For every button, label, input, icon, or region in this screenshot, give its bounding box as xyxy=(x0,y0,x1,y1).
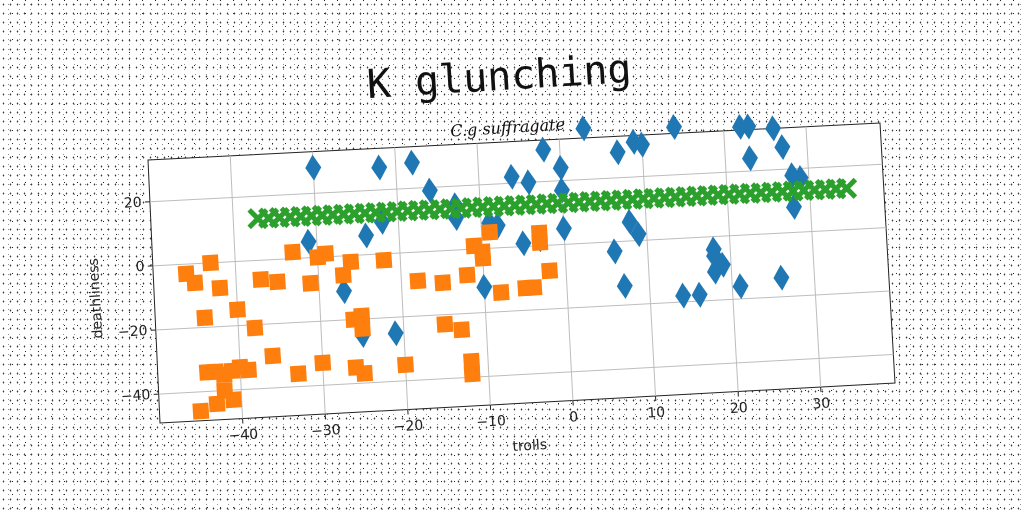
diamond-point xyxy=(792,164,809,191)
square-point xyxy=(302,274,320,292)
diamond-point xyxy=(732,273,749,300)
square-point xyxy=(342,253,360,271)
square-point xyxy=(264,347,282,365)
diamond-point xyxy=(387,320,404,347)
x-tick-label: −40 xyxy=(228,427,258,445)
y-tick-label: 20 xyxy=(123,195,142,212)
square-point xyxy=(436,315,454,333)
diamond-point xyxy=(515,230,532,257)
square-point xyxy=(289,365,307,383)
square-point xyxy=(246,319,264,337)
x-axis-label: trolls xyxy=(512,437,547,455)
diamond-point xyxy=(489,212,506,239)
x-tick-label: 0 xyxy=(569,409,579,426)
x-tick-label: 30 xyxy=(812,396,831,413)
square-point xyxy=(375,251,393,269)
diamond-point xyxy=(300,228,317,255)
plot-area: −40 −30 −20 −10 0 10 20 30 −40 −20 0 20 xyxy=(118,113,896,445)
y-gridline xyxy=(149,163,883,203)
x-tick-label: −20 xyxy=(393,418,423,436)
diamond-point xyxy=(606,238,623,265)
diamond-point xyxy=(609,139,626,166)
diamond-point xyxy=(476,273,493,300)
diamond-point xyxy=(503,163,520,190)
x-point xyxy=(836,177,858,199)
x-tick-label: −10 xyxy=(476,413,506,431)
square-point xyxy=(228,301,246,319)
chart-title: K glunching xyxy=(366,46,633,108)
diamond-point xyxy=(742,145,758,172)
diamond-point xyxy=(634,131,650,158)
chart-subtitle: C.g suffragate xyxy=(450,115,566,141)
square-point xyxy=(353,307,371,325)
y-tick-label: 0 xyxy=(135,259,145,276)
x-tick-label: 10 xyxy=(647,405,666,422)
square-point xyxy=(186,274,204,292)
y-tick-label: −40 xyxy=(120,387,150,405)
diamond-point xyxy=(714,251,731,278)
square-point xyxy=(196,309,214,327)
diamond-point xyxy=(675,282,692,309)
square-point xyxy=(202,254,219,272)
square-point xyxy=(397,356,415,374)
diamond-point xyxy=(555,215,572,242)
diamond-point xyxy=(774,134,791,161)
diamond-point xyxy=(305,154,322,181)
diamond-point xyxy=(404,149,420,176)
square-point xyxy=(463,365,481,383)
diamond-point xyxy=(740,113,757,140)
y-gridline xyxy=(155,290,890,331)
square-point xyxy=(208,395,226,413)
square-point xyxy=(492,283,510,301)
x-gridline xyxy=(723,130,739,392)
square-point xyxy=(284,243,302,261)
square-point xyxy=(353,320,371,338)
diamond-point xyxy=(336,278,353,305)
diamond-point xyxy=(552,154,569,181)
square-point xyxy=(252,270,270,288)
diamond-point xyxy=(421,177,438,204)
square-point xyxy=(409,272,427,290)
diamond-point xyxy=(616,272,633,299)
square-point xyxy=(541,262,559,280)
square-point xyxy=(531,234,549,251)
diamond-point xyxy=(575,115,592,142)
diamond-point xyxy=(666,114,683,141)
diamond-point xyxy=(358,222,375,249)
square-point xyxy=(240,361,258,379)
diamond-point xyxy=(621,208,638,235)
square-point xyxy=(525,279,543,297)
diamond-point xyxy=(630,221,647,248)
x-tick-label: 20 xyxy=(729,400,748,417)
y-axis-label: deathliness xyxy=(86,258,107,339)
square-point xyxy=(211,279,229,297)
x-tick-label: −30 xyxy=(311,422,341,440)
square-point xyxy=(463,352,481,370)
y-gridline xyxy=(158,353,894,395)
square-point xyxy=(481,223,499,241)
square-point xyxy=(314,354,332,372)
y-tick-label: −20 xyxy=(118,323,148,341)
square-point xyxy=(474,249,492,267)
diamond-point xyxy=(732,113,748,140)
square-point xyxy=(224,391,242,409)
square-point xyxy=(192,402,210,420)
x-gridline xyxy=(640,135,657,397)
square-point xyxy=(268,273,286,291)
diamond-point xyxy=(773,264,790,291)
diamond-point xyxy=(691,281,708,308)
diamond-point xyxy=(535,136,552,163)
diamond-point xyxy=(371,154,388,181)
diamond-point xyxy=(520,169,537,196)
x-gridline xyxy=(805,126,822,388)
square-point xyxy=(434,274,452,292)
square-point xyxy=(356,364,374,382)
square-point xyxy=(453,321,471,339)
square-point xyxy=(317,245,335,263)
diamond-point xyxy=(706,258,723,285)
square-point xyxy=(458,266,476,284)
square-point xyxy=(334,266,352,284)
diamond-point xyxy=(765,115,782,142)
